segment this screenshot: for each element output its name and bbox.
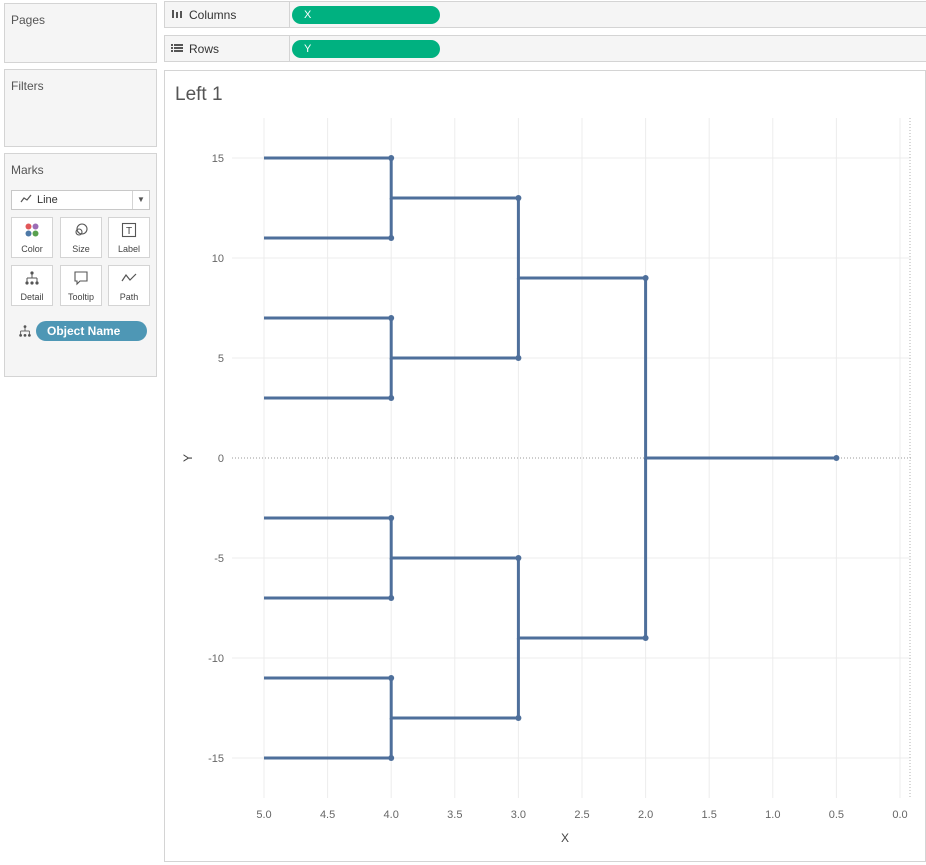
tooltip-button[interactable]: Tooltip: [60, 265, 102, 306]
path-label: Path: [119, 292, 139, 302]
marks-card: Marks Line ▼ Color Size T Label Detail: [4, 153, 157, 377]
x-tick-label: 4.5: [320, 809, 335, 821]
data-point: [388, 235, 395, 241]
object-name-pill[interactable]: Object Name: [36, 321, 147, 341]
x-tick-label: 1.0: [765, 809, 780, 821]
tooltip-label: Tooltip: [67, 292, 94, 302]
x-tick-label: 2.5: [574, 809, 589, 821]
x-tick-label: 1.5: [702, 809, 717, 821]
data-point: [388, 595, 395, 601]
data-point: [515, 195, 522, 201]
data-point: [515, 355, 522, 361]
pages-title: Pages: [11, 13, 46, 27]
columns-icon: [171, 8, 183, 22]
detail-icon: [12, 270, 52, 292]
columns-label: Columns: [189, 8, 237, 22]
series-line: [264, 156, 837, 460]
label-button[interactable]: T Label: [108, 217, 150, 258]
chart[interactable]: 5.0 4.5 4.0 3.5 3.0 2.5 2.0 1.5 1.0 0.5 0.0 15 10 5 0 -…: [165, 71, 925, 861]
x-tick-label: 0.0: [892, 809, 907, 821]
filters-title: Filters: [11, 79, 44, 93]
x-tick-label: 5.0: [256, 809, 271, 821]
chevron-down-icon[interactable]: ▼: [132, 191, 149, 209]
path-button[interactable]: Path: [108, 265, 150, 306]
y-pill[interactable]: Y: [292, 40, 440, 58]
x-axis-title: X: [561, 831, 569, 845]
x-pill[interactable]: X: [292, 6, 440, 24]
worksheet: Left 1 5.0 4.5 4.0 3.5 3.0 2.5 2.0 1.5 1.0 0.5 0.0…: [164, 70, 926, 862]
data-point: [515, 555, 522, 561]
y-axis-title: Y: [181, 454, 195, 462]
detail-field-icon: [18, 324, 32, 341]
line-chart-icon: [20, 194, 32, 207]
data-point: [388, 675, 395, 681]
marks-title: Marks: [11, 163, 44, 177]
data-point: [388, 155, 395, 161]
columns-shelf[interactable]: Columns X: [164, 1, 926, 28]
rows-shelf[interactable]: Rows Y: [164, 35, 926, 62]
x-tick-label: 4.0: [384, 809, 399, 821]
y-tick-label: 10: [212, 253, 224, 265]
data-point: [833, 455, 840, 461]
y-tick-label: -5: [214, 553, 224, 565]
size-icon: [61, 222, 101, 244]
data-point: [642, 275, 649, 281]
data-point: [388, 515, 395, 521]
label-label: Label: [117, 244, 141, 254]
data-point: [642, 635, 649, 641]
size-label: Size: [72, 244, 90, 254]
shelf-divider: [289, 36, 290, 61]
y-tick-label: -15: [208, 753, 224, 765]
rows-label: Rows: [189, 42, 220, 56]
y-tick-label: 0: [218, 453, 224, 465]
color-label: Color: [21, 244, 43, 254]
data-point: [388, 395, 395, 401]
detail-button[interactable]: Detail: [11, 265, 53, 306]
color-icon: [12, 222, 52, 244]
tooltip-icon: [61, 270, 101, 292]
y-tick-label: 5: [218, 353, 224, 365]
columns-label-wrap: Columns: [171, 8, 236, 22]
svg-text:T: T: [126, 226, 132, 237]
filters-shelf[interactable]: Filters: [4, 69, 157, 147]
detail-label: Detail: [20, 292, 44, 302]
x-tick-label: 2.0: [638, 809, 653, 821]
data-point: [388, 755, 395, 761]
pages-shelf[interactable]: Pages: [4, 3, 157, 63]
x-tick-label: 3.5: [447, 809, 462, 821]
y-tick-label: 15: [212, 153, 224, 165]
x-tick-label: 3.0: [511, 809, 526, 821]
shelf-divider: [289, 2, 290, 27]
y-tick-label: -10: [208, 653, 224, 665]
x-tick-label: 0.5: [829, 809, 844, 821]
data-point: [388, 315, 395, 321]
mark-type-label: Line: [37, 194, 58, 206]
path-icon: [109, 270, 149, 292]
mark-type-dropdown[interactable]: Line ▼: [11, 190, 150, 210]
rows-icon: [171, 42, 183, 56]
data-point: [515, 715, 522, 721]
rows-label-wrap: Rows: [171, 42, 219, 56]
sheet-title: Left 1: [175, 84, 223, 105]
label-icon: T: [109, 222, 149, 244]
size-button[interactable]: Size: [60, 217, 102, 258]
color-button[interactable]: Color: [11, 217, 53, 258]
